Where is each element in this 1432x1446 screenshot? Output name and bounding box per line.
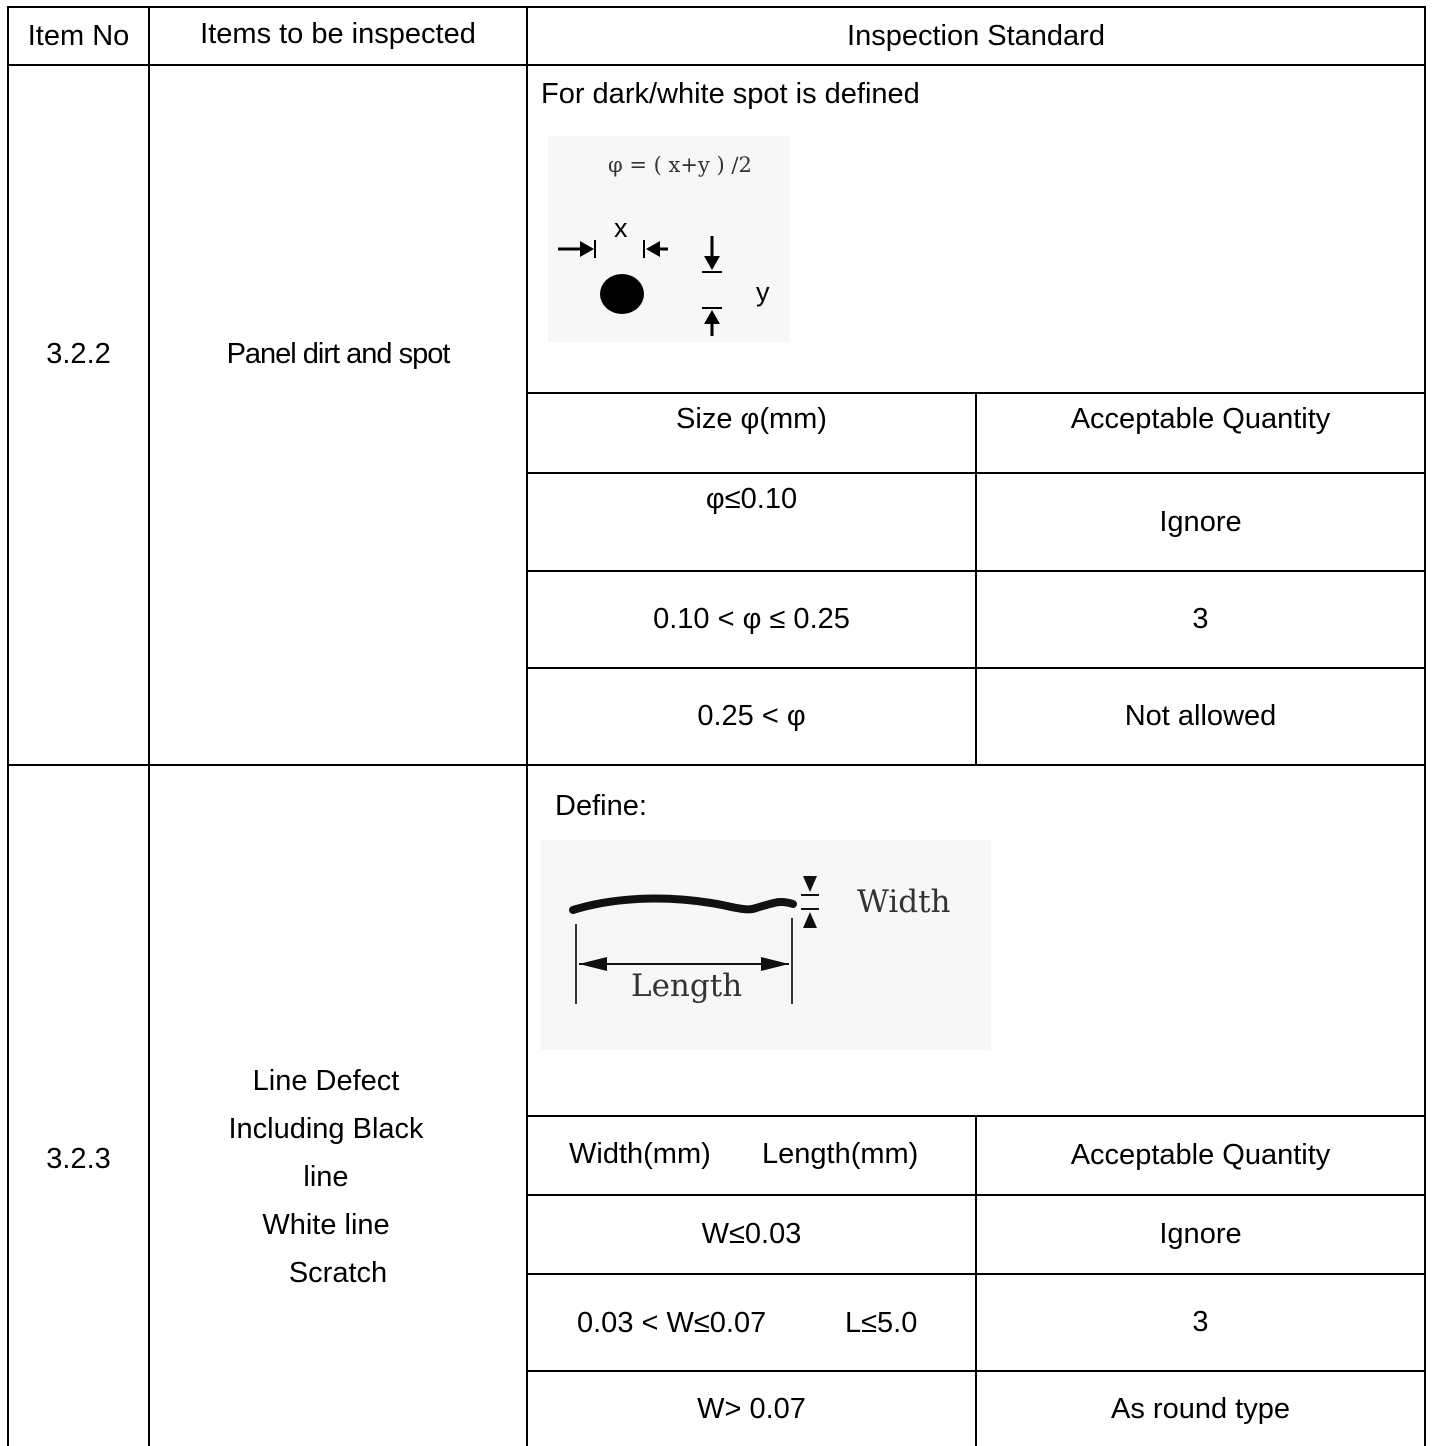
header-items-inspected: Items to be inspected [200, 17, 476, 50]
line-defect-diagram: Width Length [541, 840, 991, 1050]
quantity-column-header: Acceptable Quantity [1070, 1139, 1331, 1171]
column-divider [975, 392, 977, 765]
x-label: x [614, 213, 628, 243]
header-item-no: Item No [27, 19, 130, 52]
table-cell: 3 [1192, 1306, 1209, 1338]
table-border-right [1424, 6, 1426, 1446]
line-defect-shape [569, 894, 797, 914]
y-label: y [756, 277, 770, 307]
size-column-header: Size φ(mm) [676, 402, 827, 435]
header-divider [7, 64, 1426, 66]
y-arrowhead-top [704, 256, 720, 270]
table-cell: L≤5.0 [845, 1307, 918, 1339]
table-cell: 0.10 < φ ≤ 0.25 [653, 603, 850, 635]
table-cell: W> 0.07 [697, 1392, 806, 1425]
length-column-header: Length(mm) [762, 1138, 919, 1170]
item-name-line: White line [262, 1209, 390, 1241]
item-number: 3.2.2 [46, 337, 111, 370]
x-arrowhead-right [646, 241, 660, 257]
table-cell: 0.03 < W≤0.07 [577, 1307, 767, 1339]
spot-definition: For dark/white spot is defined [541, 77, 920, 110]
y-arrowhead-bottom [704, 310, 720, 324]
spot-diagram: φ = ( x+y ) ∕2 x y [548, 136, 790, 342]
spot-formula: φ = ( x+y ) ∕2 [608, 153, 752, 177]
table-cell: W≤0.03 [701, 1218, 802, 1250]
table-cell: Ignore [1159, 505, 1242, 538]
section-divider [7, 764, 1426, 766]
column-divider [975, 1115, 977, 1446]
width-label: Width [857, 884, 951, 920]
item-number: 3.2.3 [46, 1142, 111, 1175]
length-arrowhead-left [579, 957, 607, 971]
table-cell: 0.25 < φ [697, 700, 806, 732]
column-divider [148, 6, 150, 1446]
item-name: Panel dirt and spot [226, 337, 451, 370]
table-cell: Ignore [1159, 1218, 1242, 1250]
line-definition: Define: [555, 789, 647, 822]
width-column-header: Width(mm) [569, 1138, 711, 1170]
column-divider [526, 6, 528, 1446]
item-name-line: line [303, 1161, 349, 1193]
table-border-left [7, 6, 9, 1446]
item-name-line: Line Defect [252, 1065, 400, 1097]
table-cell: Not allowed [1124, 700, 1277, 732]
item-name: Line Defect Including Black line White l… [150, 1054, 502, 1300]
length-arrowhead-right [761, 957, 789, 971]
item-name-line: Scratch [288, 1257, 388, 1289]
quantity-column-header: Acceptable Quantity [1070, 402, 1331, 435]
table-cell: φ≤0.10 [705, 482, 798, 515]
x-arrowhead-left [580, 241, 594, 257]
width-arrowhead-bottom [803, 912, 817, 928]
table-cell: 3 [1192, 603, 1209, 635]
table-cell: As round type [1111, 1392, 1290, 1425]
item-name-line: Including Black [228, 1113, 424, 1145]
length-label: Length [631, 968, 742, 1004]
spot-circle [600, 274, 644, 314]
table-border-top [7, 6, 1426, 8]
header-inspection-standard: Inspection Standard [847, 19, 1105, 52]
width-arrowhead-top [803, 876, 817, 892]
